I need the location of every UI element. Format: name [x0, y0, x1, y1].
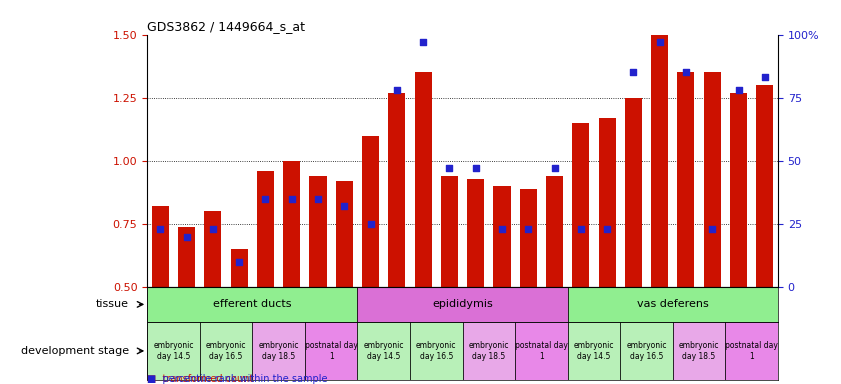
Point	[469, 166, 483, 172]
Bar	[357, 287, 568, 322]
Bar	[151, 206, 169, 287]
Point	[311, 195, 325, 202]
Bar	[283, 161, 300, 287]
Text: GDS3862 / 1449664_s_at: GDS3862 / 1449664_s_at	[147, 20, 305, 33]
Bar	[257, 171, 274, 287]
Bar	[673, 322, 725, 380]
Text: development stage: development stage	[21, 346, 129, 356]
Text: embryonic
day 14.5: embryonic day 14.5	[363, 341, 404, 361]
Bar	[651, 35, 669, 287]
Bar	[725, 322, 778, 380]
Text: tissue: tissue	[96, 300, 129, 310]
Point	[680, 70, 693, 76]
Point	[390, 87, 404, 93]
Bar	[494, 186, 510, 287]
Text: embryonic
day 16.5: embryonic day 16.5	[206, 341, 246, 361]
Bar	[389, 93, 405, 287]
Bar	[515, 322, 568, 380]
Point	[232, 259, 246, 265]
Bar	[357, 322, 410, 380]
Bar	[230, 249, 248, 287]
Point	[442, 166, 456, 172]
Point	[495, 226, 509, 232]
Text: embryonic
day 16.5: embryonic day 16.5	[627, 341, 667, 361]
Text: embryonic
day 16.5: embryonic day 16.5	[416, 341, 457, 361]
Bar	[704, 73, 721, 287]
Point	[653, 39, 666, 45]
Text: epididymis: epididymis	[432, 300, 493, 310]
Text: embryonic
day 18.5: embryonic day 18.5	[679, 341, 719, 361]
Text: vas deferens: vas deferens	[637, 300, 709, 310]
Point	[180, 233, 193, 240]
Point	[758, 74, 771, 81]
Point	[732, 87, 745, 93]
Bar	[520, 189, 537, 287]
Text: postnatal day
1: postnatal day 1	[515, 341, 568, 361]
Bar	[467, 179, 484, 287]
Bar	[204, 211, 221, 287]
Bar	[415, 73, 431, 287]
Point	[416, 39, 430, 45]
Bar	[362, 136, 379, 287]
Bar	[599, 118, 616, 287]
Bar	[304, 322, 357, 380]
Text: ■  transformed count: ■ transformed count	[147, 374, 253, 384]
Point	[600, 226, 614, 232]
Bar	[625, 98, 642, 287]
Bar	[730, 93, 747, 287]
Bar	[252, 322, 304, 380]
Point	[259, 195, 272, 202]
Bar	[336, 181, 353, 287]
Bar	[178, 227, 195, 287]
Text: embryonic
day 14.5: embryonic day 14.5	[574, 341, 614, 361]
Text: postnatal day
1: postnatal day 1	[725, 341, 778, 361]
Text: embryonic
day 18.5: embryonic day 18.5	[468, 341, 509, 361]
Bar	[441, 176, 458, 287]
Bar	[463, 322, 515, 380]
Point	[285, 195, 299, 202]
Point	[206, 226, 220, 232]
Text: embryonic
day 14.5: embryonic day 14.5	[153, 341, 193, 361]
Point	[574, 226, 588, 232]
Point	[627, 70, 640, 76]
Text: postnatal day
1: postnatal day 1	[304, 341, 357, 361]
Point	[364, 221, 378, 227]
Point	[547, 166, 561, 172]
Bar	[309, 176, 326, 287]
Bar	[621, 322, 673, 380]
Text: embryonic
day 18.5: embryonic day 18.5	[258, 341, 299, 361]
Bar	[572, 123, 590, 287]
Text: efferent ducts: efferent ducts	[213, 300, 292, 310]
Point	[706, 226, 719, 232]
Bar	[147, 322, 199, 380]
Bar	[147, 287, 357, 322]
Bar	[756, 85, 774, 287]
Bar	[677, 73, 695, 287]
Bar	[546, 176, 563, 287]
Text: ■  percentile rank within the sample: ■ percentile rank within the sample	[147, 362, 328, 384]
Point	[521, 226, 535, 232]
Bar	[199, 322, 252, 380]
Point	[154, 226, 167, 232]
Point	[337, 203, 351, 209]
Bar	[568, 322, 621, 380]
Bar	[568, 287, 778, 322]
Bar	[410, 322, 463, 380]
